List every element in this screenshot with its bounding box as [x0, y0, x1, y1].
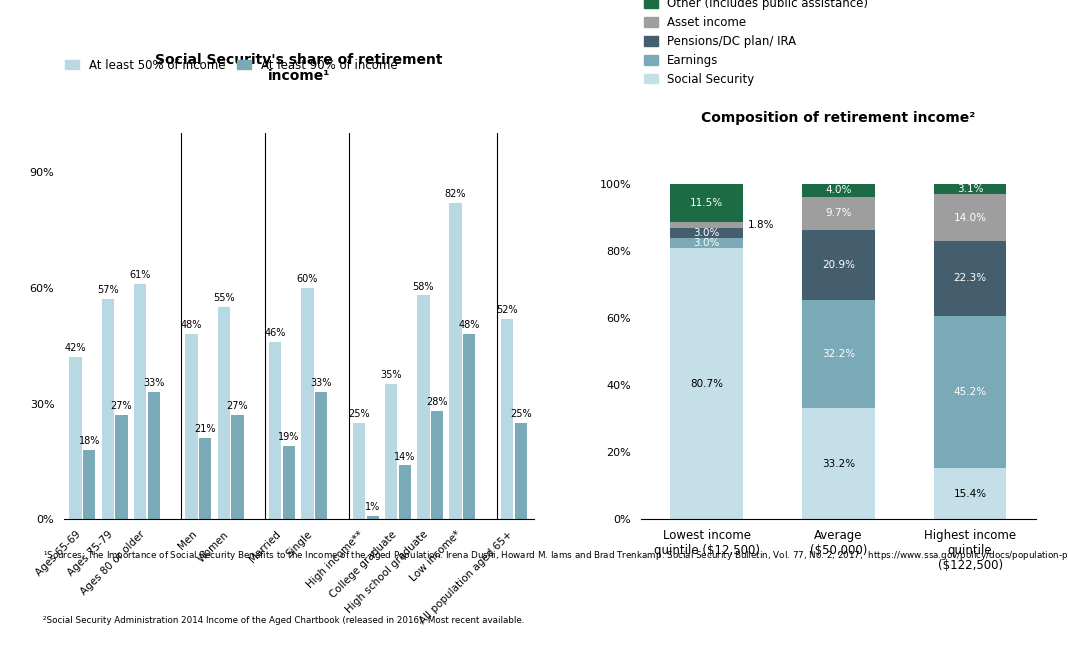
- Text: 15.4%: 15.4%: [954, 489, 987, 499]
- Text: 48%: 48%: [458, 320, 480, 330]
- Text: 33%: 33%: [311, 378, 332, 388]
- Bar: [933, 184, 1006, 194]
- Text: 33.2%: 33.2%: [821, 459, 855, 469]
- Legend: Other (includes public assistance), Asset income, Pensions/DC plan/ IRA, Earning: Other (includes public assistance), Asse…: [639, 0, 873, 91]
- Text: 20.9%: 20.9%: [822, 260, 854, 270]
- Text: 35%: 35%: [380, 370, 402, 380]
- Bar: [671, 248, 743, 519]
- Bar: [933, 241, 1006, 316]
- Text: 21%: 21%: [194, 424, 216, 434]
- Text: ¹Sources: The Importance of Social Security Benefits to the Income of the Aged P: ¹Sources: The Importance of Social Secur…: [43, 549, 1068, 563]
- Bar: [101, 299, 114, 519]
- Text: 1%: 1%: [365, 501, 380, 511]
- Text: 25%: 25%: [511, 409, 532, 419]
- Text: 61%: 61%: [129, 270, 151, 280]
- Text: 3.0%: 3.0%: [693, 228, 720, 238]
- Bar: [671, 238, 743, 248]
- Text: 27%: 27%: [111, 402, 132, 412]
- Bar: [802, 300, 875, 408]
- Text: 3.1%: 3.1%: [957, 184, 984, 194]
- Bar: [232, 415, 244, 519]
- Text: 22.3%: 22.3%: [954, 274, 987, 284]
- Bar: [269, 342, 282, 519]
- Text: 19%: 19%: [279, 432, 300, 442]
- Legend: At least 50% of income, At least 90% of income: At least 50% of income, At least 90% of …: [61, 54, 403, 77]
- Bar: [115, 415, 127, 519]
- Text: 46%: 46%: [265, 328, 286, 338]
- Bar: [933, 468, 1006, 519]
- Bar: [671, 228, 743, 238]
- Text: 3.0%: 3.0%: [693, 238, 720, 248]
- Bar: [399, 466, 411, 519]
- Bar: [802, 197, 875, 230]
- Text: 45.2%: 45.2%: [954, 387, 987, 397]
- Bar: [515, 423, 528, 519]
- Bar: [671, 184, 743, 222]
- Title: Composition of retirement income²: Composition of retirement income²: [702, 111, 975, 125]
- Text: 25%: 25%: [348, 409, 370, 419]
- Bar: [450, 202, 461, 519]
- Bar: [366, 515, 379, 519]
- Text: 28%: 28%: [426, 398, 447, 408]
- Text: 42%: 42%: [65, 344, 87, 354]
- Bar: [671, 222, 743, 228]
- Text: 80.7%: 80.7%: [690, 379, 723, 389]
- Text: 33%: 33%: [143, 378, 164, 388]
- Bar: [386, 384, 397, 519]
- Text: 82%: 82%: [444, 189, 467, 199]
- Bar: [186, 334, 198, 519]
- Text: 32.2%: 32.2%: [821, 349, 855, 359]
- Text: 55%: 55%: [213, 293, 235, 303]
- Bar: [69, 357, 81, 519]
- Bar: [501, 318, 514, 519]
- Bar: [933, 194, 1006, 241]
- Text: 52%: 52%: [497, 305, 518, 315]
- Text: 4.0%: 4.0%: [826, 185, 851, 195]
- Bar: [354, 423, 365, 519]
- Bar: [199, 438, 211, 519]
- Text: 48%: 48%: [180, 320, 202, 330]
- Bar: [301, 288, 314, 519]
- Text: 9.7%: 9.7%: [826, 208, 851, 218]
- Text: 11.5%: 11.5%: [690, 198, 723, 208]
- Text: 14%: 14%: [394, 452, 415, 462]
- Bar: [431, 412, 443, 519]
- Title: Social Security's share of retirement
income¹: Social Security's share of retirement in…: [155, 53, 443, 83]
- Text: 60%: 60%: [297, 274, 318, 284]
- Bar: [83, 450, 95, 519]
- Text: 1.8%: 1.8%: [749, 220, 774, 230]
- Bar: [147, 392, 160, 519]
- Bar: [802, 184, 875, 197]
- Text: 27%: 27%: [226, 402, 248, 412]
- Bar: [802, 408, 875, 519]
- Bar: [464, 334, 475, 519]
- Text: ²Social Security Administration 2014 Income of the Aged Chartbook (released in 2: ²Social Security Administration 2014 Inc…: [43, 616, 524, 625]
- Text: 18%: 18%: [79, 436, 100, 446]
- Text: 14.0%: 14.0%: [954, 212, 987, 222]
- Bar: [283, 446, 295, 519]
- Text: 58%: 58%: [412, 282, 435, 292]
- Bar: [218, 307, 230, 519]
- Bar: [315, 392, 328, 519]
- Text: 57%: 57%: [97, 286, 119, 296]
- Bar: [418, 296, 429, 519]
- Bar: [933, 316, 1006, 468]
- Bar: [802, 230, 875, 300]
- Bar: [134, 284, 146, 519]
